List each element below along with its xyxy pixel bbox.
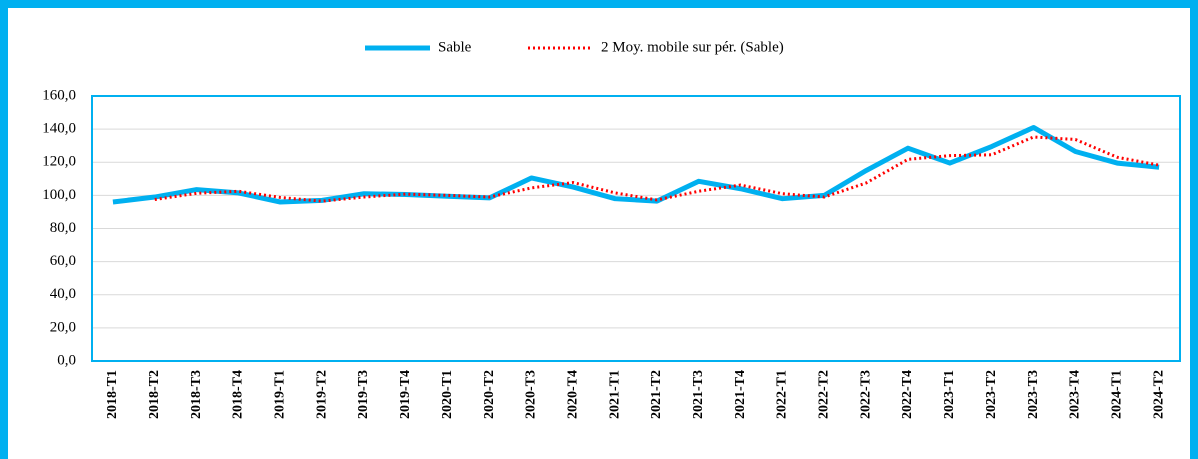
x-tick-label: 2019-T2 <box>314 370 329 419</box>
legend-label: 2 Moy. mobile sur pér. (Sable) <box>601 39 784 55</box>
x-tick-label: 2024-T2 <box>1151 370 1166 419</box>
x-tick-label: 2023-T1 <box>942 370 957 419</box>
y-tick-label: 120,0 <box>42 154 76 170</box>
x-tick-label: 2021-T2 <box>649 370 664 419</box>
x-tick-label: 2020-T4 <box>565 370 580 419</box>
legend-label: Sable <box>438 39 472 55</box>
y-tick-label: 20,0 <box>50 319 76 335</box>
y-tick-label: 0,0 <box>57 352 76 368</box>
x-tick-label: 2018-T3 <box>189 370 204 419</box>
x-tick-label: 2018-T1 <box>105 370 120 419</box>
x-tick-label: 2023-T3 <box>1026 370 1041 419</box>
y-tick-label: 100,0 <box>42 187 76 203</box>
y-tick-label: 40,0 <box>50 286 76 302</box>
plot-border <box>91 95 1181 362</box>
x-tick-label: 2018-T2 <box>147 370 162 419</box>
y-tick-label: 140,0 <box>42 121 76 137</box>
x-tick-label: 2023-T2 <box>984 370 999 419</box>
x-tick-label: 2019-T4 <box>398 370 413 419</box>
x-tick-label: 2020-T3 <box>524 370 539 419</box>
x-tick-label: 2021-T3 <box>691 370 706 419</box>
x-tick-label: 2021-T4 <box>733 370 748 419</box>
x-tick-label: 2019-T3 <box>356 370 371 419</box>
y-tick-label: 160,0 <box>42 87 76 103</box>
x-tick-label: 2020-T2 <box>482 370 497 419</box>
x-tick-label: 2022-T4 <box>900 370 915 419</box>
x-tick-label: 2020-T1 <box>440 370 455 419</box>
x-tick-label: 2019-T1 <box>273 370 288 419</box>
x-tick-label: 2022-T2 <box>817 370 832 419</box>
y-tick-label: 60,0 <box>50 253 76 269</box>
x-tick-label: 2018-T4 <box>231 370 246 419</box>
y-tick-label: 80,0 <box>50 220 76 236</box>
x-tick-label: 2022-T1 <box>775 370 790 419</box>
series-line <box>154 135 1160 203</box>
x-tick-label: 2024-T1 <box>1109 370 1124 419</box>
series-line <box>112 124 1160 205</box>
x-tick-label: 2021-T1 <box>607 370 622 419</box>
x-tick-label: 2023-T4 <box>1068 370 1083 419</box>
x-tick-label: 2022-T3 <box>858 370 873 419</box>
